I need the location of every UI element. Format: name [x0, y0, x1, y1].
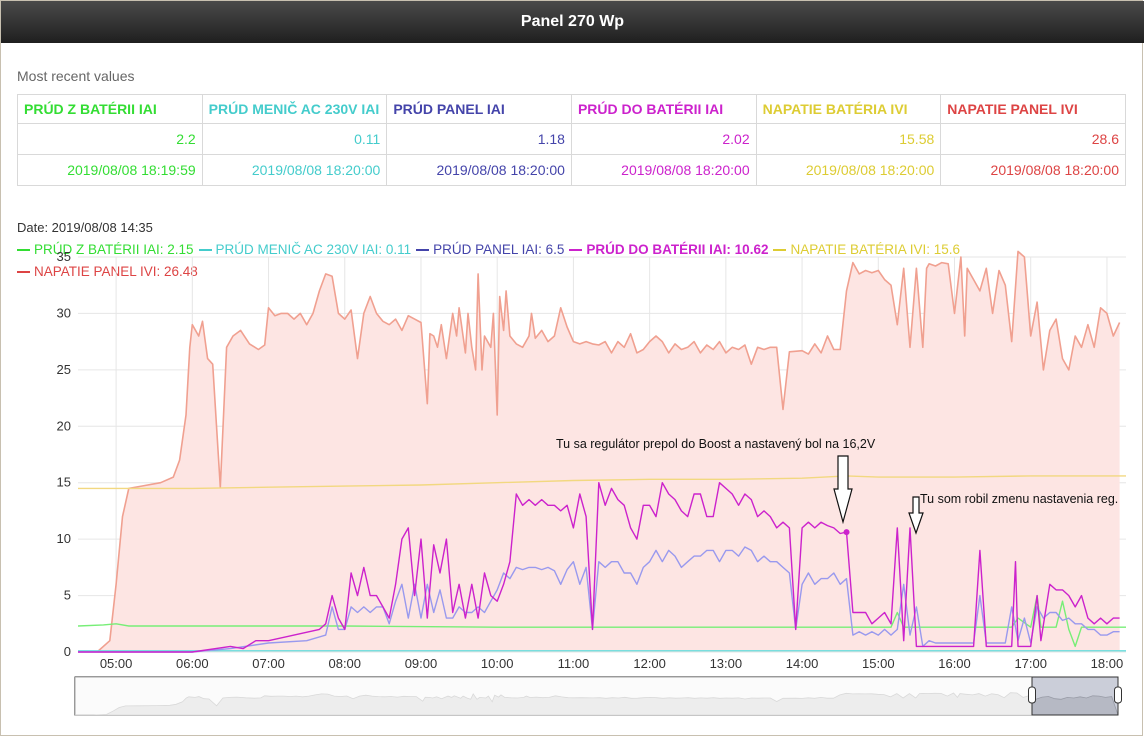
x-tick-label: 08:00: [328, 656, 361, 671]
x-tick-label: 15:00: [862, 656, 895, 671]
y-tick-label: 10: [57, 531, 71, 546]
series-area: [97, 251, 1120, 652]
legend-item: PRÚD PANEL IAI: 6.5: [416, 239, 564, 261]
range-handle[interactable]: [1114, 686, 1122, 704]
series-line: [96, 250, 1121, 653]
x-tick-label: 12:00: [633, 656, 666, 671]
recent-values-table: PRÚD Z BATÉRII IAI PRÚD MENIČ AC 230V IAI…: [17, 94, 1126, 186]
recent-values-label: Most recent values: [17, 68, 135, 84]
x-tick-label: 18:00: [1091, 656, 1124, 671]
arrow-icon: [833, 455, 853, 525]
column-header: PRÚD PANEL IAI: [386, 94, 572, 124]
x-tick-label: 17:00: [1014, 656, 1047, 671]
legend-label: PRÚD PANEL IAI: 6.5: [433, 242, 565, 257]
legend-swatch: [17, 249, 30, 252]
legend-item: PRÚD MENIČ AC 230V IAI: 0.11: [198, 239, 412, 261]
y-tick-label: 0: [64, 644, 71, 659]
hover-marker: [843, 529, 850, 536]
panel-title: Panel 270 Wp: [1, 1, 1144, 43]
latest-timestamp: 2019/08/08 18:19:59: [17, 154, 203, 186]
y-tick-label: 35: [57, 249, 71, 264]
navigator-unselected: [75, 677, 1032, 715]
range-handle[interactable]: [1028, 686, 1036, 704]
legend-label: PRÚD Z BATÉRII IAI: 2.15: [34, 242, 194, 257]
legend-item: PRÚD Z BATÉRII IAI: 2.15: [17, 239, 194, 261]
x-tick-label: 13:00: [710, 656, 743, 671]
x-tick-label: 05:00: [100, 656, 133, 671]
legend-label: NAPATIE BATÉRIA IVI: 15.6: [790, 242, 961, 257]
y-tick-label: 30: [57, 305, 71, 320]
y-tick-label: 5: [64, 588, 71, 603]
hover-date: Date: 2019/08/08 14:35: [17, 220, 153, 235]
column-header: NAPATIE BATÉRIA IVI: [755, 94, 942, 124]
latest-timestamp: 2019/08/08 18:20:00: [201, 154, 388, 186]
legend-swatch: [198, 249, 212, 252]
x-tick-label: 06:00: [176, 656, 209, 671]
series-line: [78, 482, 1120, 653]
legend-item: NAPATIE BATÉRIA IVI: 15.6: [773, 239, 960, 261]
annotation-boost: Tu sa regulátor prepol do Boost a nastav…: [556, 437, 876, 451]
legend-swatch: [17, 271, 30, 274]
navigator-selection: [1031, 676, 1119, 716]
legend-swatch: [416, 249, 430, 252]
y-tick-label: 15: [57, 475, 71, 490]
legend-label: PRÚD DO BATÉRII IAI: 10.62: [586, 242, 769, 257]
legend-swatch: [569, 249, 583, 252]
series-line: [77, 594, 1126, 648]
latest-timestamp: 2019/08/08 18:20:00: [570, 154, 757, 186]
latest-timestamp: 2019/08/08 18:20:00: [755, 154, 942, 186]
x-tick-label: 14:00: [786, 656, 819, 671]
x-tick-label: 10:00: [481, 656, 514, 671]
series-line: [78, 475, 1126, 490]
x-tick-label: 09:00: [405, 656, 438, 671]
legend-item: PRÚD DO BATÉRII IAI: 10.62: [569, 239, 768, 261]
latest-value: 15.58: [755, 123, 942, 155]
arrow-icon: [908, 496, 924, 535]
chart-legend: PRÚD Z BATÉRII IAI: 2.15 PRÚD MENIČ AC 23…: [17, 239, 1117, 283]
latest-value: 28.6: [940, 123, 1126, 155]
x-tick-label: 16:00: [938, 656, 971, 671]
x-tick-label: 11:00: [558, 656, 590, 671]
legend-label: PRÚD MENIČ AC 230V IAI: 0.11: [215, 242, 412, 257]
annotation-settings: Tu som robil zmenu nastavenia reg.: [920, 492, 1118, 506]
latest-timestamp: 2019/08/08 18:20:00: [940, 154, 1126, 186]
legend-swatch: [773, 249, 787, 252]
x-tick-label: 07:00: [252, 656, 285, 671]
y-tick-label: 25: [57, 362, 71, 377]
column-header: PRÚD DO BATÉRII IAI: [570, 94, 757, 124]
column-header: NAPATIE PANEL IVI: [940, 94, 1126, 124]
y-tick-label: 20: [57, 418, 71, 433]
latest-timestamp: 2019/08/08 18:20:00: [386, 154, 572, 186]
